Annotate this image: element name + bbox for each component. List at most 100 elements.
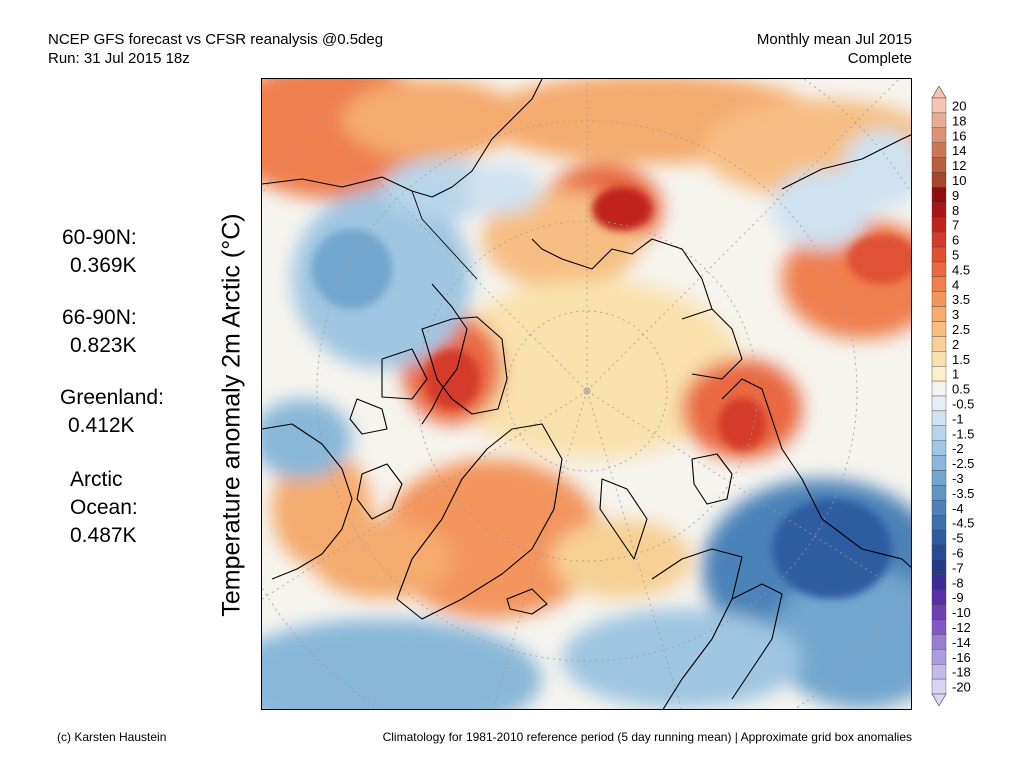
border-alaska-yukon (411, 190, 478, 280)
colorbar-tick-label: -14 (952, 635, 971, 650)
colorbar-tick-label: -8 (952, 575, 964, 590)
colorbar-swatch (931, 246, 947, 263)
warm-patch-bering (342, 79, 522, 159)
stat-value: 0.412K (68, 414, 135, 437)
coast-east-siberia (591, 238, 713, 310)
north-pole-marker (583, 387, 591, 395)
coast-okhotsk (781, 134, 911, 190)
cold-patch-sea (842, 129, 911, 209)
colorbar-tick-label: 1.5 (952, 352, 970, 367)
colorbar-tick-label: -9 (952, 590, 964, 605)
colorbar-tick-label: 20 (952, 98, 966, 113)
colorbar-tick-label: 14 (952, 143, 966, 158)
colorbar-tick-label: 4.5 (952, 262, 970, 277)
colorbar-tick-label: 10 (952, 173, 966, 188)
colorbar-tick-label: 2.5 (952, 322, 970, 337)
colorbar-swatch (931, 306, 947, 322)
coast-baffin (356, 463, 403, 520)
colorbar-tick-label: 4 (952, 277, 959, 292)
colorbar-swatch (931, 544, 947, 561)
coast-novaya-zemlya (691, 453, 733, 505)
colorbar-tick-label: 9 (952, 188, 959, 203)
axis-label: Temperature anomaly 2m Arctic (°C) (217, 213, 246, 617)
stat-60-90n: 60-90N: 0.369K (62, 224, 137, 280)
coast-siberia-north (721, 378, 823, 520)
map-canvas (262, 79, 911, 709)
colorbar-swatch (931, 97, 947, 114)
core-cold-canada (312, 229, 392, 309)
colorbar-swatch (931, 574, 947, 590)
warm-patch-pole (442, 279, 742, 459)
colorbar-swatch (931, 127, 947, 143)
colorbar-swatch (931, 172, 947, 188)
core-cold-scandinavia (772, 499, 892, 599)
stat-value: 0.823K (70, 334, 137, 357)
colorbar-swatch (931, 336, 947, 352)
colorbar-tick-label: -12 (952, 620, 971, 635)
coast-svalbard (599, 478, 648, 560)
stat-greenland: Greenland: 0.412K (60, 384, 164, 440)
stat-label: Greenland: (60, 386, 164, 409)
colorbar-tick-label: -1 (952, 411, 964, 426)
colorbar-tick-label: 7 (952, 218, 959, 233)
colorbar-tick-label: -18 (952, 665, 971, 680)
core-warm-yakutia (847, 234, 911, 284)
coast-chukotka (531, 238, 593, 270)
meridian (262, 390, 588, 600)
stat-label: 60-90N: (62, 226, 137, 249)
colorbar-tick-label: -4.5 (952, 516, 974, 531)
coast-alaska (262, 79, 543, 198)
colorbar-cap-bottom (931, 693, 947, 706)
colorbar-tick-label: 2 (952, 337, 959, 352)
colorbar-swatch (931, 142, 947, 158)
stat-label: Ocean: (70, 496, 138, 519)
colorbar-tick-label: -6 (952, 545, 964, 560)
colorbar-swatch (931, 589, 947, 605)
stat-label: Arctic (70, 468, 123, 491)
colorbar-swatch (931, 276, 947, 292)
graticule-ring (506, 310, 668, 472)
coast-hudson (262, 423, 353, 580)
coastlines (262, 79, 911, 709)
colorbar-tick-label: 1 (952, 367, 959, 382)
colorbar-swatch (931, 649, 947, 665)
colorbar-swatch (931, 485, 947, 501)
colorbar-swatch (931, 470, 947, 486)
colorbar-swatch (931, 366, 947, 382)
colorbar-swatch (931, 216, 947, 233)
colorbar-swatch (931, 231, 947, 248)
colorbar-swatch (931, 187, 947, 203)
anomaly-field (262, 79, 911, 709)
colorbar-swatch (931, 261, 947, 277)
coast-kola (821, 518, 911, 568)
colorbar-swatch (931, 604, 947, 620)
stat-value: 0.487K (70, 524, 137, 547)
cold-patch-mackenzie (462, 164, 542, 214)
header-right: Monthly mean Jul 2015 Complete (757, 30, 912, 68)
period-title: Monthly mean Jul 2015 (756, 31, 912, 48)
colorbar-tick-label: -3 (952, 471, 964, 486)
model-title: NCEP GFS forecast vs CFSR reanalysis @0.… (48, 31, 384, 48)
colorbar-swatch (931, 678, 947, 695)
colorbar-swatch (931, 425, 947, 441)
colorbar-swatch (931, 291, 947, 307)
colorbar-tick-label: -2.5 (952, 456, 974, 471)
core-warm-archipelago (424, 349, 480, 409)
meridian (586, 390, 911, 599)
colorbar-tick-label: 3 (952, 307, 959, 322)
colorbar-swatch (931, 559, 947, 575)
colorbar-swatch (931, 515, 947, 531)
coast-greenland (396, 423, 563, 620)
colorbar-swatch (931, 321, 947, 337)
colorbar-swatch (931, 112, 947, 128)
coast-island-b (349, 398, 388, 435)
colorbar-swatch (931, 157, 947, 173)
core-warm-canada (592, 187, 652, 231)
colorbar-tick-label: -2 (952, 441, 964, 456)
stat-66-90n: 66-90N: 0.823K (62, 304, 137, 360)
coast-taymyr (681, 308, 743, 380)
colorbar-tick-label: -20 (952, 680, 971, 695)
cold-patch-north-atlantic (562, 609, 802, 709)
climatology-note: Climatology for 1981-2010 reference peri… (382, 730, 912, 744)
credit: (c) Karsten Haustein (57, 730, 167, 744)
